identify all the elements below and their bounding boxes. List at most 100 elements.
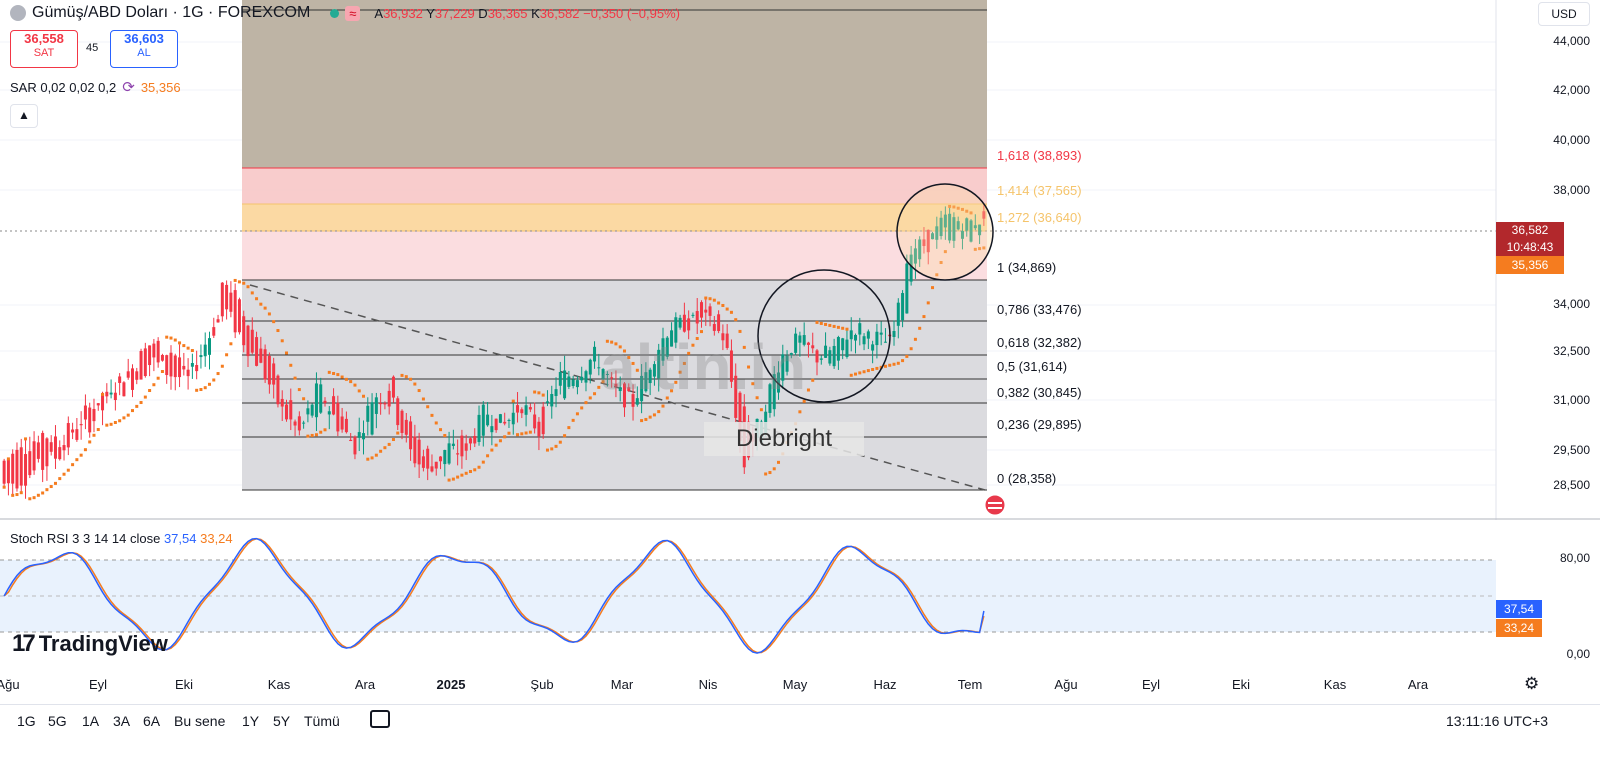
candle-body <box>670 330 674 347</box>
sar-dot <box>935 273 939 277</box>
sar-dot <box>122 416 126 420</box>
symbol-title[interactable]: Gümüş/ABD Doları · 1G · FOREXCOM <box>32 4 311 21</box>
candle-body <box>430 466 434 472</box>
sar-dot <box>909 347 913 351</box>
sar-dot <box>36 493 40 497</box>
sar-dot <box>250 291 254 295</box>
candle-body <box>473 436 477 444</box>
timeframe-3a[interactable]: 3A <box>113 713 131 729</box>
clock[interactable]: 13:11:16 UTC+3 <box>1446 713 1549 729</box>
sell-button[interactable]: 36,558 SAT <box>10 30 78 68</box>
currency-selector[interactable]: USD <box>1538 2 1590 26</box>
candle-body <box>520 409 524 414</box>
candle-body <box>657 349 661 379</box>
candle-body <box>507 419 511 421</box>
candle-body <box>477 414 481 442</box>
sar-dot <box>302 397 306 401</box>
candle-body <box>190 363 194 367</box>
candle-body <box>272 363 276 385</box>
timeframe-1y[interactable]: 1Y <box>242 713 260 729</box>
sar-dot <box>695 337 699 341</box>
wave-icon[interactable]: ≈ <box>345 5 361 21</box>
sar-dot <box>105 423 109 427</box>
candle-body <box>652 364 656 377</box>
sar-dot <box>657 410 661 414</box>
sar-dot <box>207 382 211 386</box>
collapse-legend-button[interactable]: ▲ <box>10 104 38 128</box>
sar-dot <box>824 322 828 326</box>
sar-dot <box>815 320 819 324</box>
timeframe-ytd[interactable]: Bu sene <box>174 713 226 729</box>
sar-dot <box>421 397 425 401</box>
candle-body <box>135 371 139 380</box>
candle-body <box>336 402 340 432</box>
sar-dot <box>712 298 716 302</box>
candle-body <box>909 254 913 282</box>
candle-body <box>293 421 297 426</box>
refresh-icon[interactable]: ⟳ <box>122 79 135 96</box>
timeframe-5y[interactable]: 5Y <box>273 713 291 729</box>
sar-dot <box>314 433 318 437</box>
price-chart[interactable] <box>0 0 1600 520</box>
sar-dot <box>571 418 575 422</box>
candle-body <box>580 376 584 381</box>
sar-dot <box>464 471 468 475</box>
x-tick: Kas <box>1323 677 1347 692</box>
sar-dot <box>845 327 849 331</box>
sar-dot <box>319 430 323 434</box>
candle-body <box>409 421 413 450</box>
candle-body <box>806 342 810 345</box>
sar-indicator-legend[interactable]: SAR 0,02 0,02 0,2 ⟳ 35,356 <box>10 78 181 96</box>
date-range-icon[interactable] <box>370 710 390 728</box>
candle-body <box>88 407 92 433</box>
tradingview-logo[interactable]: 17 TradingView <box>12 630 168 657</box>
sar-dot <box>370 456 374 460</box>
chart-settings-icon[interactable]: ⚙ <box>1524 674 1540 693</box>
sar-dot <box>969 211 973 215</box>
candle-body <box>302 422 306 424</box>
timeframe-1a[interactable]: 1A <box>82 713 100 729</box>
candle-body <box>575 380 579 388</box>
sar-dot <box>849 373 853 377</box>
sar-dot <box>670 389 674 393</box>
stoch-rsi-pane[interactable] <box>0 520 1600 670</box>
sar-dot <box>682 361 686 365</box>
sar-dot <box>173 338 177 342</box>
candle-body <box>178 357 182 378</box>
sar-dot <box>751 382 755 386</box>
sar-dot <box>426 405 430 409</box>
x-tick: Mar <box>610 677 634 692</box>
sar-dot <box>101 392 105 396</box>
fib-label: 0,618 (32,382) <box>997 335 1082 350</box>
candle-body <box>948 213 952 241</box>
sar-dot <box>486 454 490 458</box>
sar-dot <box>896 361 900 365</box>
candle-body <box>682 314 686 332</box>
candle-body <box>729 350 733 382</box>
timeframe-5g[interactable]: 5G <box>48 713 67 729</box>
candle-body <box>19 447 23 486</box>
sar-dot <box>854 372 858 376</box>
candle-body <box>704 309 708 313</box>
sar-dot <box>862 370 866 374</box>
candle-body <box>362 433 366 440</box>
sar-dot <box>152 383 156 387</box>
stoch-rsi-legend[interactable]: Stoch RSI 3 3 14 14 close 37,54 33,24 <box>10 531 233 546</box>
fib-label: 1,414 (37,565) <box>997 183 1082 198</box>
candle-body <box>24 454 28 486</box>
candle-body <box>113 392 117 401</box>
y-tick: 29,500 <box>1553 443 1590 457</box>
sar-dot <box>965 209 969 213</box>
sar-dot <box>233 278 237 282</box>
candle-body <box>460 435 464 457</box>
timeframe-1g[interactable]: 1G <box>17 713 36 729</box>
timeframe-6a[interactable]: 6A <box>143 713 161 729</box>
timeframe-all[interactable]: Tümü <box>304 713 340 729</box>
candle-body <box>978 224 982 236</box>
buy-button[interactable]: 36,603 AL <box>110 30 178 68</box>
sar-dot <box>704 296 708 300</box>
sar-dot <box>520 432 524 436</box>
candle-body <box>28 451 32 476</box>
symbol-header[interactable]: Gümüş/ABD Doları · 1G · FOREXCOM ≈ A36,9… <box>10 4 680 22</box>
sar-dot <box>644 417 648 421</box>
